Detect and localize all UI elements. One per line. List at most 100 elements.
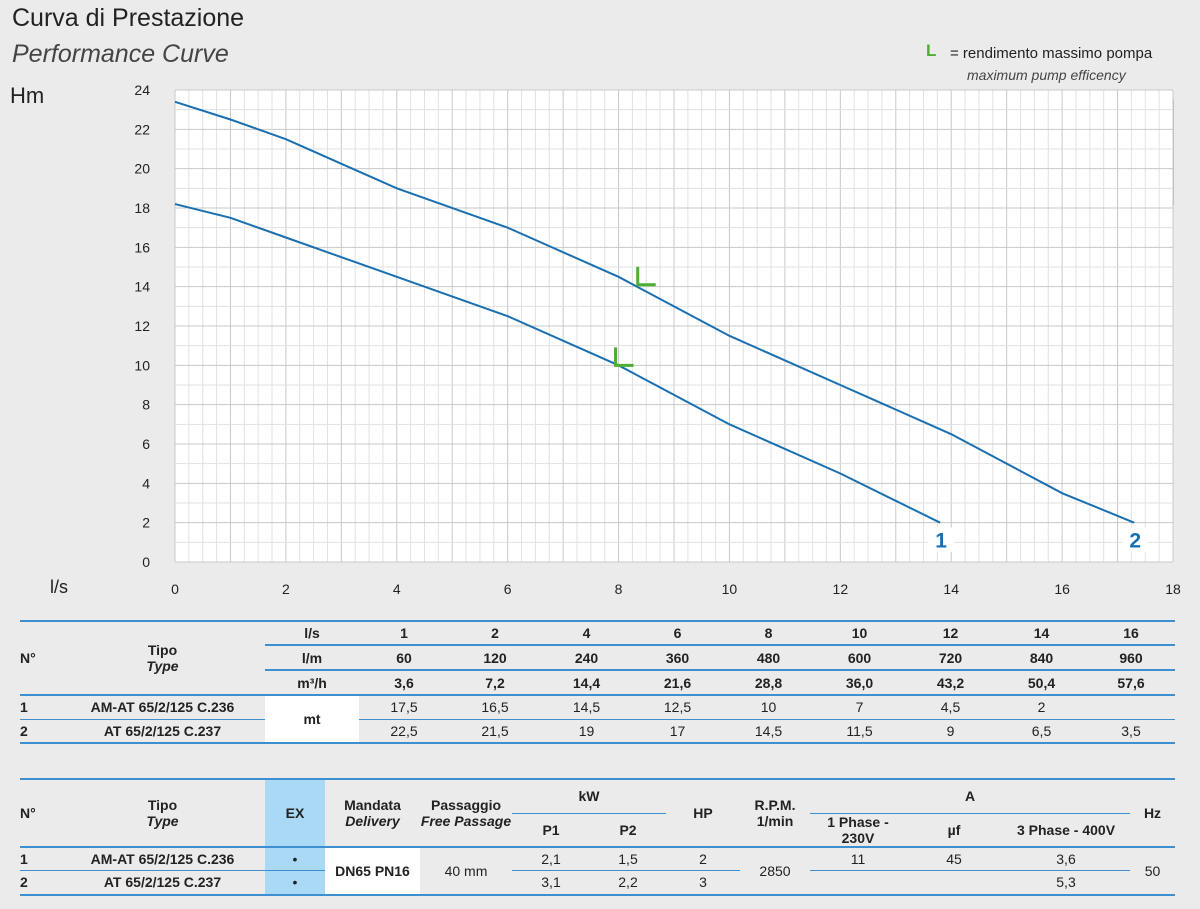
efficiency-marker-2 bbox=[636, 266, 656, 287]
flow-m3h-cell: 28,8 bbox=[754, 674, 783, 691]
row-number: 2 bbox=[20, 722, 28, 739]
mandata-header: Mandata Delivery bbox=[325, 779, 420, 847]
mandata-value: DN65 PN16 bbox=[325, 846, 420, 895]
lm-row-label: l/m bbox=[301, 649, 323, 666]
unit-cell: mt bbox=[265, 695, 359, 743]
type-label: Type bbox=[146, 658, 179, 674]
head-value: 14,5 bbox=[572, 699, 601, 716]
flow-ls-cell: 10 bbox=[851, 625, 868, 641]
a1-value bbox=[810, 871, 906, 895]
page-subtitle: Performance Curve bbox=[12, 40, 229, 68]
x-axis-ticks: 0 2 4 6 8 10 12 14 16 18 bbox=[171, 581, 1181, 597]
tipo-label: Tipo bbox=[147, 796, 178, 813]
passage-value: 40 mm bbox=[444, 862, 488, 879]
head-value: 9 bbox=[946, 722, 955, 739]
efficiency-legend-text: = rendimento massimo pompa bbox=[950, 45, 1153, 62]
y-axis-label: Hm bbox=[10, 83, 44, 108]
rpm-header: R.P.M. 1/min bbox=[740, 779, 810, 847]
phase1-header: 1 Phase - 230V bbox=[827, 813, 889, 846]
rpm-value: 2850 bbox=[759, 862, 791, 879]
p2-value: 2,2 bbox=[618, 874, 638, 891]
y-tick-label: 2 bbox=[142, 515, 150, 531]
row-number: 1 bbox=[20, 699, 28, 716]
head-value: 10 bbox=[760, 699, 777, 716]
series-label-1: 1 bbox=[935, 530, 947, 553]
a3-value: 3,6 bbox=[1056, 850, 1076, 867]
x-tick-label: 2 bbox=[282, 581, 290, 597]
flow-m3h-cell: 3,6 bbox=[394, 674, 414, 691]
head-value: 3,5 bbox=[1121, 722, 1141, 739]
type-label: Type bbox=[146, 812, 179, 829]
row-number: 2 bbox=[20, 874, 28, 891]
x-tick-label: 0 bbox=[171, 581, 179, 597]
flow-ls-cell: 8 bbox=[764, 625, 773, 641]
uf-header: µf bbox=[947, 821, 961, 838]
x-tick-label: 8 bbox=[615, 581, 623, 597]
rpm-unit-label: 1/min bbox=[756, 812, 794, 829]
y-tick-label: 22 bbox=[134, 121, 150, 137]
series-line-2 bbox=[174, 100, 1135, 524]
amp-header: A bbox=[810, 779, 1130, 814]
y-tick-label: 24 bbox=[134, 82, 150, 98]
head-value: 6,5 bbox=[1031, 722, 1052, 739]
ex-value: • bbox=[265, 870, 325, 895]
flow-ls-cell: 1 bbox=[400, 625, 408, 641]
y-tick-label: 4 bbox=[142, 475, 150, 491]
uf-value: 45 bbox=[946, 850, 962, 867]
flow-lm-cell: 240 bbox=[574, 649, 599, 666]
efficiency-legend-icon: L bbox=[926, 41, 937, 60]
flow-ls-cell: 6 bbox=[673, 625, 682, 641]
delivery-label: Delivery bbox=[345, 812, 400, 829]
head-value: 7 bbox=[855, 699, 864, 716]
m3h-row-label: m³/h bbox=[297, 674, 327, 691]
head-value: 12,5 bbox=[663, 699, 692, 716]
flow-ls-cell: 4 bbox=[582, 625, 591, 641]
model-name: AT 65/2/125 C.237 bbox=[103, 722, 222, 739]
phase3-header: 3 Phase - 400V bbox=[1016, 821, 1116, 838]
n-header: N° bbox=[20, 650, 36, 666]
head-value: 22,5 bbox=[390, 722, 418, 739]
flow-m3h-cell: 36,0 bbox=[845, 674, 874, 691]
x-tick-label: 4 bbox=[393, 581, 401, 597]
flow-lm-cell: 960 bbox=[1119, 649, 1143, 666]
p1-value: 2,1 bbox=[541, 850, 561, 867]
model-name: AT 65/2/125 C.237 bbox=[103, 874, 222, 891]
flow-ls-cell: 14 bbox=[1033, 625, 1050, 641]
x-tick-label: 14 bbox=[943, 581, 959, 597]
a1-value: 11 bbox=[850, 850, 866, 867]
kw-header: kW bbox=[512, 779, 666, 814]
flow-head-table: N° Tipo Type l/s 1 2 4 6 8 10 12 14 16 l… bbox=[20, 620, 1175, 744]
flow-m3h-cell: 21,6 bbox=[663, 674, 692, 691]
flow-m3h-cell: 43,2 bbox=[936, 674, 965, 691]
y-tick-label: 10 bbox=[134, 357, 150, 373]
series-label-box-2 bbox=[1122, 527, 1149, 552]
tipo-header: Tipo Type bbox=[60, 779, 265, 847]
flow-lm-cell: 360 bbox=[665, 649, 690, 666]
y-tick-label: 14 bbox=[134, 279, 150, 295]
efficiency-marker-1 bbox=[614, 347, 634, 367]
flow-ls-cell: 2 bbox=[491, 625, 499, 641]
hp-value: 2 bbox=[699, 850, 707, 867]
flow-ls-cell: 12 bbox=[942, 625, 959, 641]
tipo-label: Tipo bbox=[147, 642, 178, 658]
x-axis-label: l/s bbox=[50, 577, 68, 597]
head-value: 11,5 bbox=[846, 722, 873, 739]
y-tick-label: 0 bbox=[142, 554, 150, 570]
y-tick-label: 20 bbox=[134, 161, 150, 177]
x-tick-label: 16 bbox=[1054, 581, 1070, 597]
head-value: 21,5 bbox=[481, 722, 509, 739]
flow-lm-cell: 600 bbox=[847, 649, 872, 666]
p1-value: 3,1 bbox=[541, 874, 561, 891]
flow-lm-cell: 60 bbox=[396, 649, 412, 666]
tipo-header: Tipo Type bbox=[60, 621, 265, 695]
model-name: AM-AT 65/2/125 C.236 bbox=[90, 850, 235, 867]
y-tick-label: 12 bbox=[134, 318, 150, 334]
flow-m3h-cell: 14,4 bbox=[572, 674, 601, 691]
flow-lm-cell: 720 bbox=[938, 649, 963, 666]
y-tick-label: 16 bbox=[134, 239, 150, 255]
hp-value: 3 bbox=[699, 874, 707, 891]
y-tick-label: 6 bbox=[142, 436, 150, 452]
model-name: AM-AT 65/2/125 C.236 bbox=[90, 699, 235, 716]
